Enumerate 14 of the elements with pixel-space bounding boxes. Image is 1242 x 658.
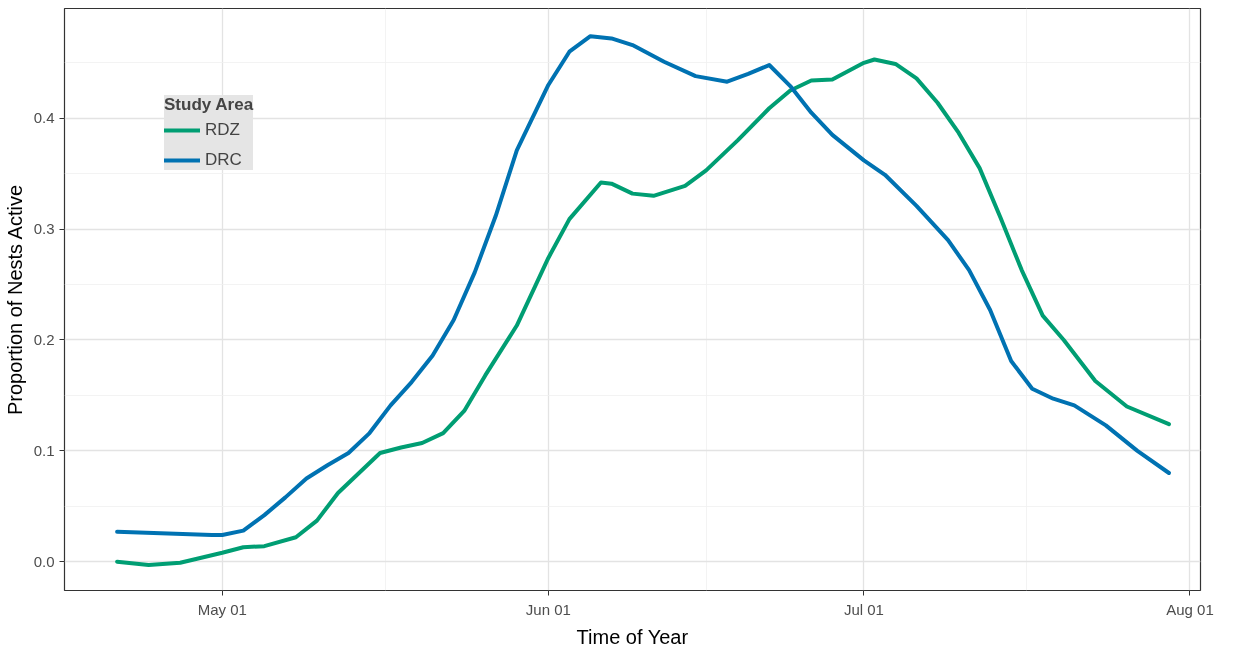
y-tick-label: 0.0 <box>33 552 55 570</box>
y-tick-label: 0.3 <box>33 220 55 238</box>
y-axis-title: Proportion of Nests Active <box>3 185 26 416</box>
x-tick-label: Aug 01 <box>1166 600 1214 618</box>
x-axis-title: Time of Year <box>576 625 689 648</box>
legend-label: RDZ <box>205 120 240 140</box>
y-tick-label: 0.1 <box>33 441 55 459</box>
legend-title: Study Area <box>164 95 254 115</box>
x-tick-label: May 01 <box>197 600 247 618</box>
x-tick-label: Jul 01 <box>843 600 884 618</box>
legend-label: DRC <box>205 150 242 170</box>
y-tick-label: 0.4 <box>33 109 55 127</box>
y-tick-label: 0.2 <box>33 330 55 348</box>
x-tick-label: Jun 01 <box>525 600 571 618</box>
